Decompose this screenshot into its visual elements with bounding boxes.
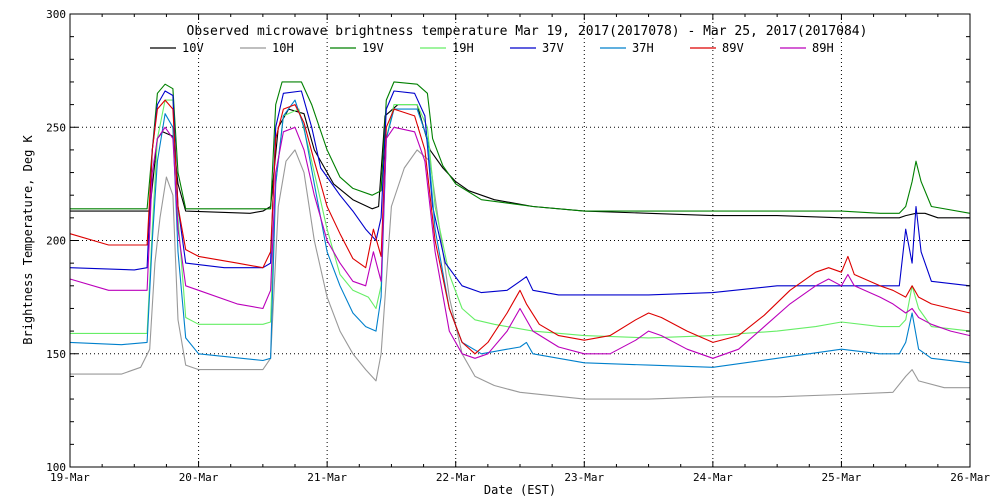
x-tick-label: 23-Mar [564,471,604,484]
y-tick-label: 100 [46,461,66,474]
y-tick-label: 150 [46,348,66,361]
x-tick-label: 19-Mar [50,471,90,484]
x-tick-label: 21-Mar [307,471,347,484]
axis-ticks: 19-Mar 20-Mar 21-Mar 22-Mar 23-Mar 24-Mar 25-M… [46,8,990,484]
x-tick-label: 24-Mar [693,471,733,484]
x-tick-label: 26-Mar [950,471,990,484]
y-tick-label: 250 [46,121,66,134]
series-lines [69,81,971,400]
legend: 10V 10H 19V 19H 37V 37H 89V 89H [150,41,834,55]
series-line-89h [69,126,971,359]
legend-label-19h: 19H [452,41,474,55]
chart-title: Observed microwave brightness temperatur… [187,24,868,39]
series-line-10v [70,104,970,219]
legend-label-19v: 19V [362,41,384,55]
y-tick-label: 300 [46,8,66,21]
series-line-37v [69,90,971,296]
x-tick-label: 20-Mar [179,471,219,484]
x-tick-label: 22-Mar [436,471,476,484]
legend-label-10v: 10V [182,41,204,55]
y-tick-label: 200 [46,235,66,248]
x-axis-label: Date (EST) [484,483,556,497]
x-tick-label: 25-Mar [822,471,862,484]
series-line-10h [70,149,970,400]
legend-label-37v: 37V [542,41,564,55]
series-line-19v [70,81,971,214]
legend-label-89h: 89H [812,41,834,55]
series-line-89v [69,99,971,355]
legend-label-37h: 37H [632,41,654,55]
legend-label-10h: 10H [272,41,294,55]
series-line-19h [70,99,971,339]
y-axis-label: Brightness Temperature, Deg K [21,134,35,344]
legend-label-89v: 89V [722,41,744,55]
